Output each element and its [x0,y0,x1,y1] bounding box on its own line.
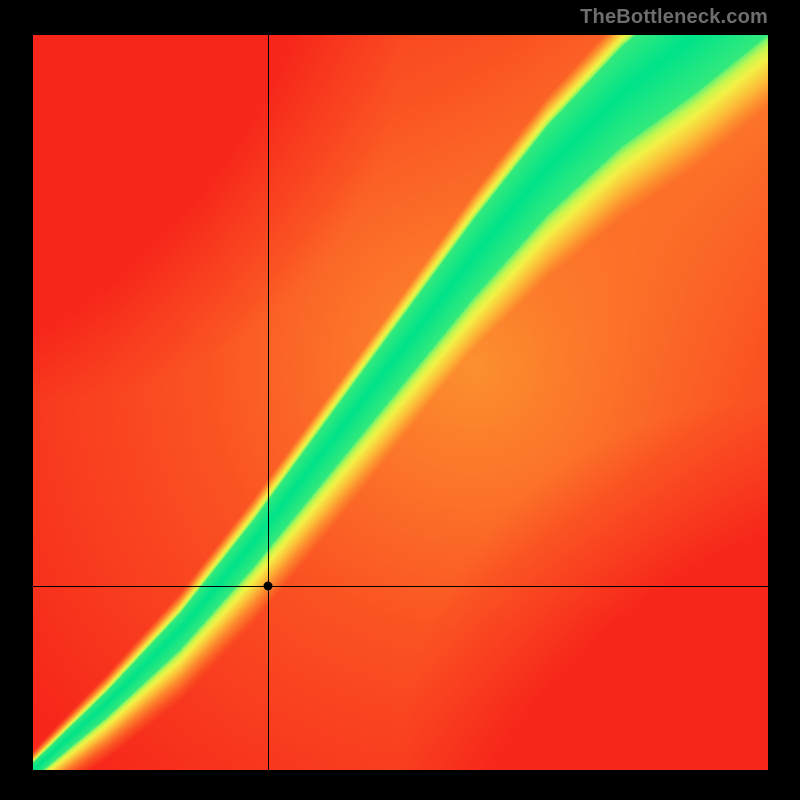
heatmap-canvas [33,35,768,770]
crosshair-vertical [268,35,269,770]
reference-point-icon [264,582,273,591]
crosshair-horizontal [33,586,768,587]
chart-container: TheBottleneck.com [0,0,800,800]
heatmap-plot [33,35,768,770]
watermark-text: TheBottleneck.com [580,6,768,29]
